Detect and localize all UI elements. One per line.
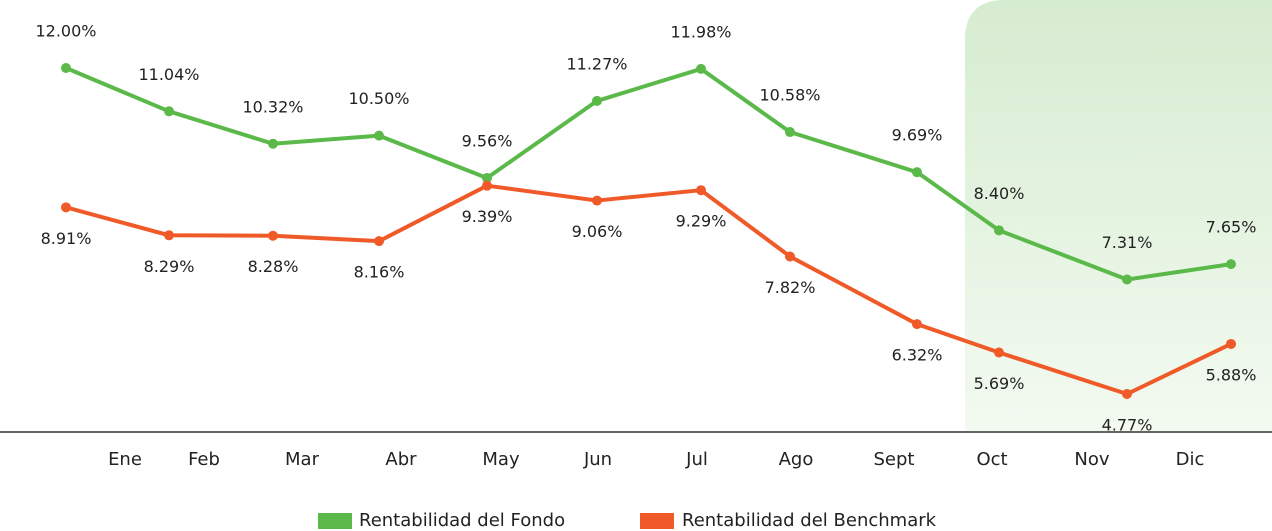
data-label: 7.31% [1102,233,1153,252]
point [374,236,384,247]
point [268,138,278,149]
data-label: 4.77% [1102,416,1153,435]
x-tick-label: Abr [385,449,417,470]
x-tick-label: Jul [685,449,708,470]
legend-label: Rentabilidad del Benchmark [682,510,937,531]
data-label: 10.32% [242,97,303,116]
x-tick-label: Oct [976,449,1007,470]
point [482,173,492,184]
point [61,63,71,73]
point [61,202,71,213]
x-tick-label: Nov [1074,449,1109,470]
highlight-area [965,0,1272,432]
data-label: 8.40% [974,184,1025,203]
point [164,230,174,241]
data-label: 8.16% [354,263,405,282]
x-tick-label: Ago [779,449,814,470]
data-label: 5.88% [1206,365,1257,384]
x-tick-label: Jun [583,449,612,470]
point [592,195,602,206]
point [785,251,795,262]
x-tick-label: Ene [108,449,142,470]
legend: Rentabilidad del Fondo Rentabilidad del B… [318,510,937,531]
point [1122,274,1132,285]
data-label: 7.65% [1206,218,1257,237]
point [374,130,384,141]
data-label: 12.00% [35,22,96,41]
x-tick-label: Dic [1176,449,1205,470]
data-label: 9.69% [892,126,943,145]
x-tick-label: May [482,449,520,470]
series-line [65,66,1232,282]
data-label: 8.28% [248,257,299,276]
point [696,185,706,196]
legend-swatch [640,513,674,529]
legend-label: Rentabilidad del Fondo [359,510,565,531]
point [912,319,922,330]
data-label: 9.29% [676,212,727,231]
point [482,180,492,191]
point [268,230,278,241]
data-label: 9.39% [462,207,513,226]
legend-swatch [318,513,352,529]
x-tick-label: Mar [285,449,320,470]
data-label: 11.27% [566,54,627,73]
data-label: 9.06% [572,222,623,241]
point [592,95,602,106]
point [696,63,706,74]
point [1226,259,1236,270]
data-label: 8.29% [144,257,195,276]
point [164,106,174,117]
data-label: 8.91% [41,229,92,248]
x-tick-label: Sept [874,449,915,470]
data-label: 10.50% [348,89,409,108]
data-label: 6.32% [892,346,943,365]
data-label: 9.56% [462,132,513,151]
data-label: 11.04% [138,65,199,84]
series-line [65,183,1232,396]
data-label: 5.69% [974,374,1025,393]
x-tick-label: Feb [188,449,220,470]
point [912,167,922,178]
data-label: 10.58% [759,86,820,105]
data-label: 11.98% [670,22,731,41]
point [1122,389,1132,399]
point [994,225,1004,236]
point [785,127,795,138]
point [1226,338,1236,349]
data-label: 7.82% [765,278,816,297]
point [994,347,1004,358]
